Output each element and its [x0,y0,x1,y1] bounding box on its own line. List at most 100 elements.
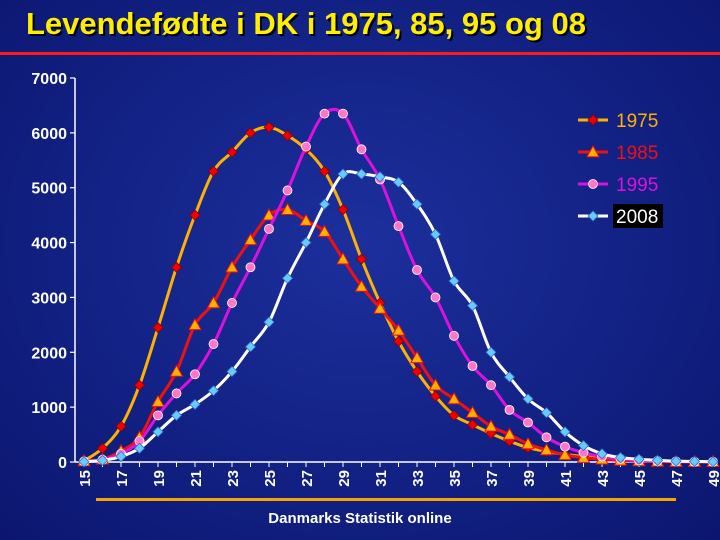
data-point-1995 [449,330,459,341]
x-tick-label: 27 [299,470,316,487]
data-point-2008 [429,228,442,240]
data-point-1975 [281,130,294,142]
data-point-1985 [280,202,295,215]
data-point-2008 [355,168,368,180]
data-point-1985 [558,447,572,461]
data-point-1985 [428,378,443,391]
data-point-2008 [300,237,312,249]
data-point-1995 [356,144,367,155]
data-point-1985 [169,364,184,377]
data-point-1995 [319,108,330,119]
data-point-2008 [392,176,405,188]
data-point-1985 [243,232,258,246]
legend-label: 1985 [616,143,658,164]
x-tick-label: 25 [262,470,279,487]
data-point-1985 [521,436,535,450]
data-point-2008 [614,452,627,464]
y-tick-label: 0 [58,455,67,472]
data-point-1985 [188,317,202,331]
data-point-1985 [317,224,332,237]
data-point-1995 [338,108,348,119]
data-point-2008 [374,171,386,183]
data-point-1985 [502,427,517,440]
y-tick-label: 7000 [31,71,67,88]
legend-label: 1995 [616,175,658,196]
x-tick-label: 19 [151,470,168,487]
data-point-1985 [151,394,165,407]
data-point-1975 [429,390,442,402]
x-tick-label: 39 [521,470,538,487]
data-point-1995 [245,262,256,273]
legend-label: 2008 [616,207,658,228]
x-tick-label: 15 [77,470,94,487]
data-point-2008 [651,454,664,466]
data-point-1975 [226,146,238,158]
legend-marker [587,114,599,126]
data-point-1995 [504,404,515,415]
data-point-1975 [337,204,349,216]
data-point-2008 [577,439,590,452]
data-point-1995 [301,141,311,152]
y-tick-label: 3000 [31,290,67,307]
data-point-1995 [430,292,441,303]
legend-item-2008: 2008 [578,204,663,228]
data-point-2008 [485,346,497,358]
data-point-1985 [225,260,239,273]
title-underline [0,52,720,55]
x-tick-label: 17 [114,470,131,487]
legend-label-bg [613,204,663,228]
data-point-1985 [206,295,221,309]
data-point-1995 [171,388,182,399]
data-point-1975 [170,261,183,273]
data-point-2008 [152,426,164,438]
data-point-1975 [115,420,127,432]
data-point-1975 [318,165,331,177]
data-point-2008 [633,453,645,465]
chart-axes: 0 1000 2000 3000 4000 5000 6000 7000 15 17 19 21 23 2… [31,71,720,487]
data-point-1995 [412,265,422,275]
data-point-2008 [281,272,294,284]
x-tick-label: 31 [373,470,390,487]
x-tick-label: 45 [632,470,649,487]
y-tick-label: 2000 [31,345,67,362]
data-point-1995 [282,185,293,196]
data-point-2008 [503,371,516,383]
x-tick-label: 21 [188,470,205,487]
data-point-2008 [78,456,90,468]
data-point-2008 [670,455,682,467]
x-tick-label: 33 [410,470,427,487]
series-1985 [77,202,720,468]
source-caption: Danmarks Statistik online [268,510,452,527]
data-point-1995 [486,380,496,391]
series-layer [77,107,720,468]
data-point-2008 [540,407,553,419]
data-point-1995 [227,298,237,308]
data-point-2008 [318,198,331,210]
y-tick-label: 1000 [31,400,67,417]
data-point-1985 [391,323,406,336]
data-point-2008 [263,316,275,328]
data-point-2008 [244,341,257,353]
data-point-2008 [466,300,479,312]
y-tick-label: 5000 [31,181,67,198]
data-point-1985 [484,419,498,432]
data-point-1975 [207,165,220,177]
legend-marker [587,210,599,222]
data-point-2008 [226,365,238,378]
data-point-2008 [688,455,701,468]
data-point-1985 [336,251,350,265]
data-point-1985 [262,208,276,221]
data-point-1995 [523,417,533,428]
x-tick-label: 35 [447,470,464,487]
x-tick-label: 47 [669,470,686,487]
data-point-1995 [393,221,404,232]
data-point-1985 [447,391,461,405]
data-point-1975 [466,419,479,431]
data-point-1975 [411,365,423,378]
data-point-2008 [189,398,201,410]
data-point-2008 [133,442,146,454]
slide-title: Levendefødte i DK i 1975, 85, 95 og 08 [26,6,586,41]
data-point-2008 [522,393,534,405]
data-point-2008 [411,198,423,210]
y-tick-label: 6000 [31,126,67,143]
